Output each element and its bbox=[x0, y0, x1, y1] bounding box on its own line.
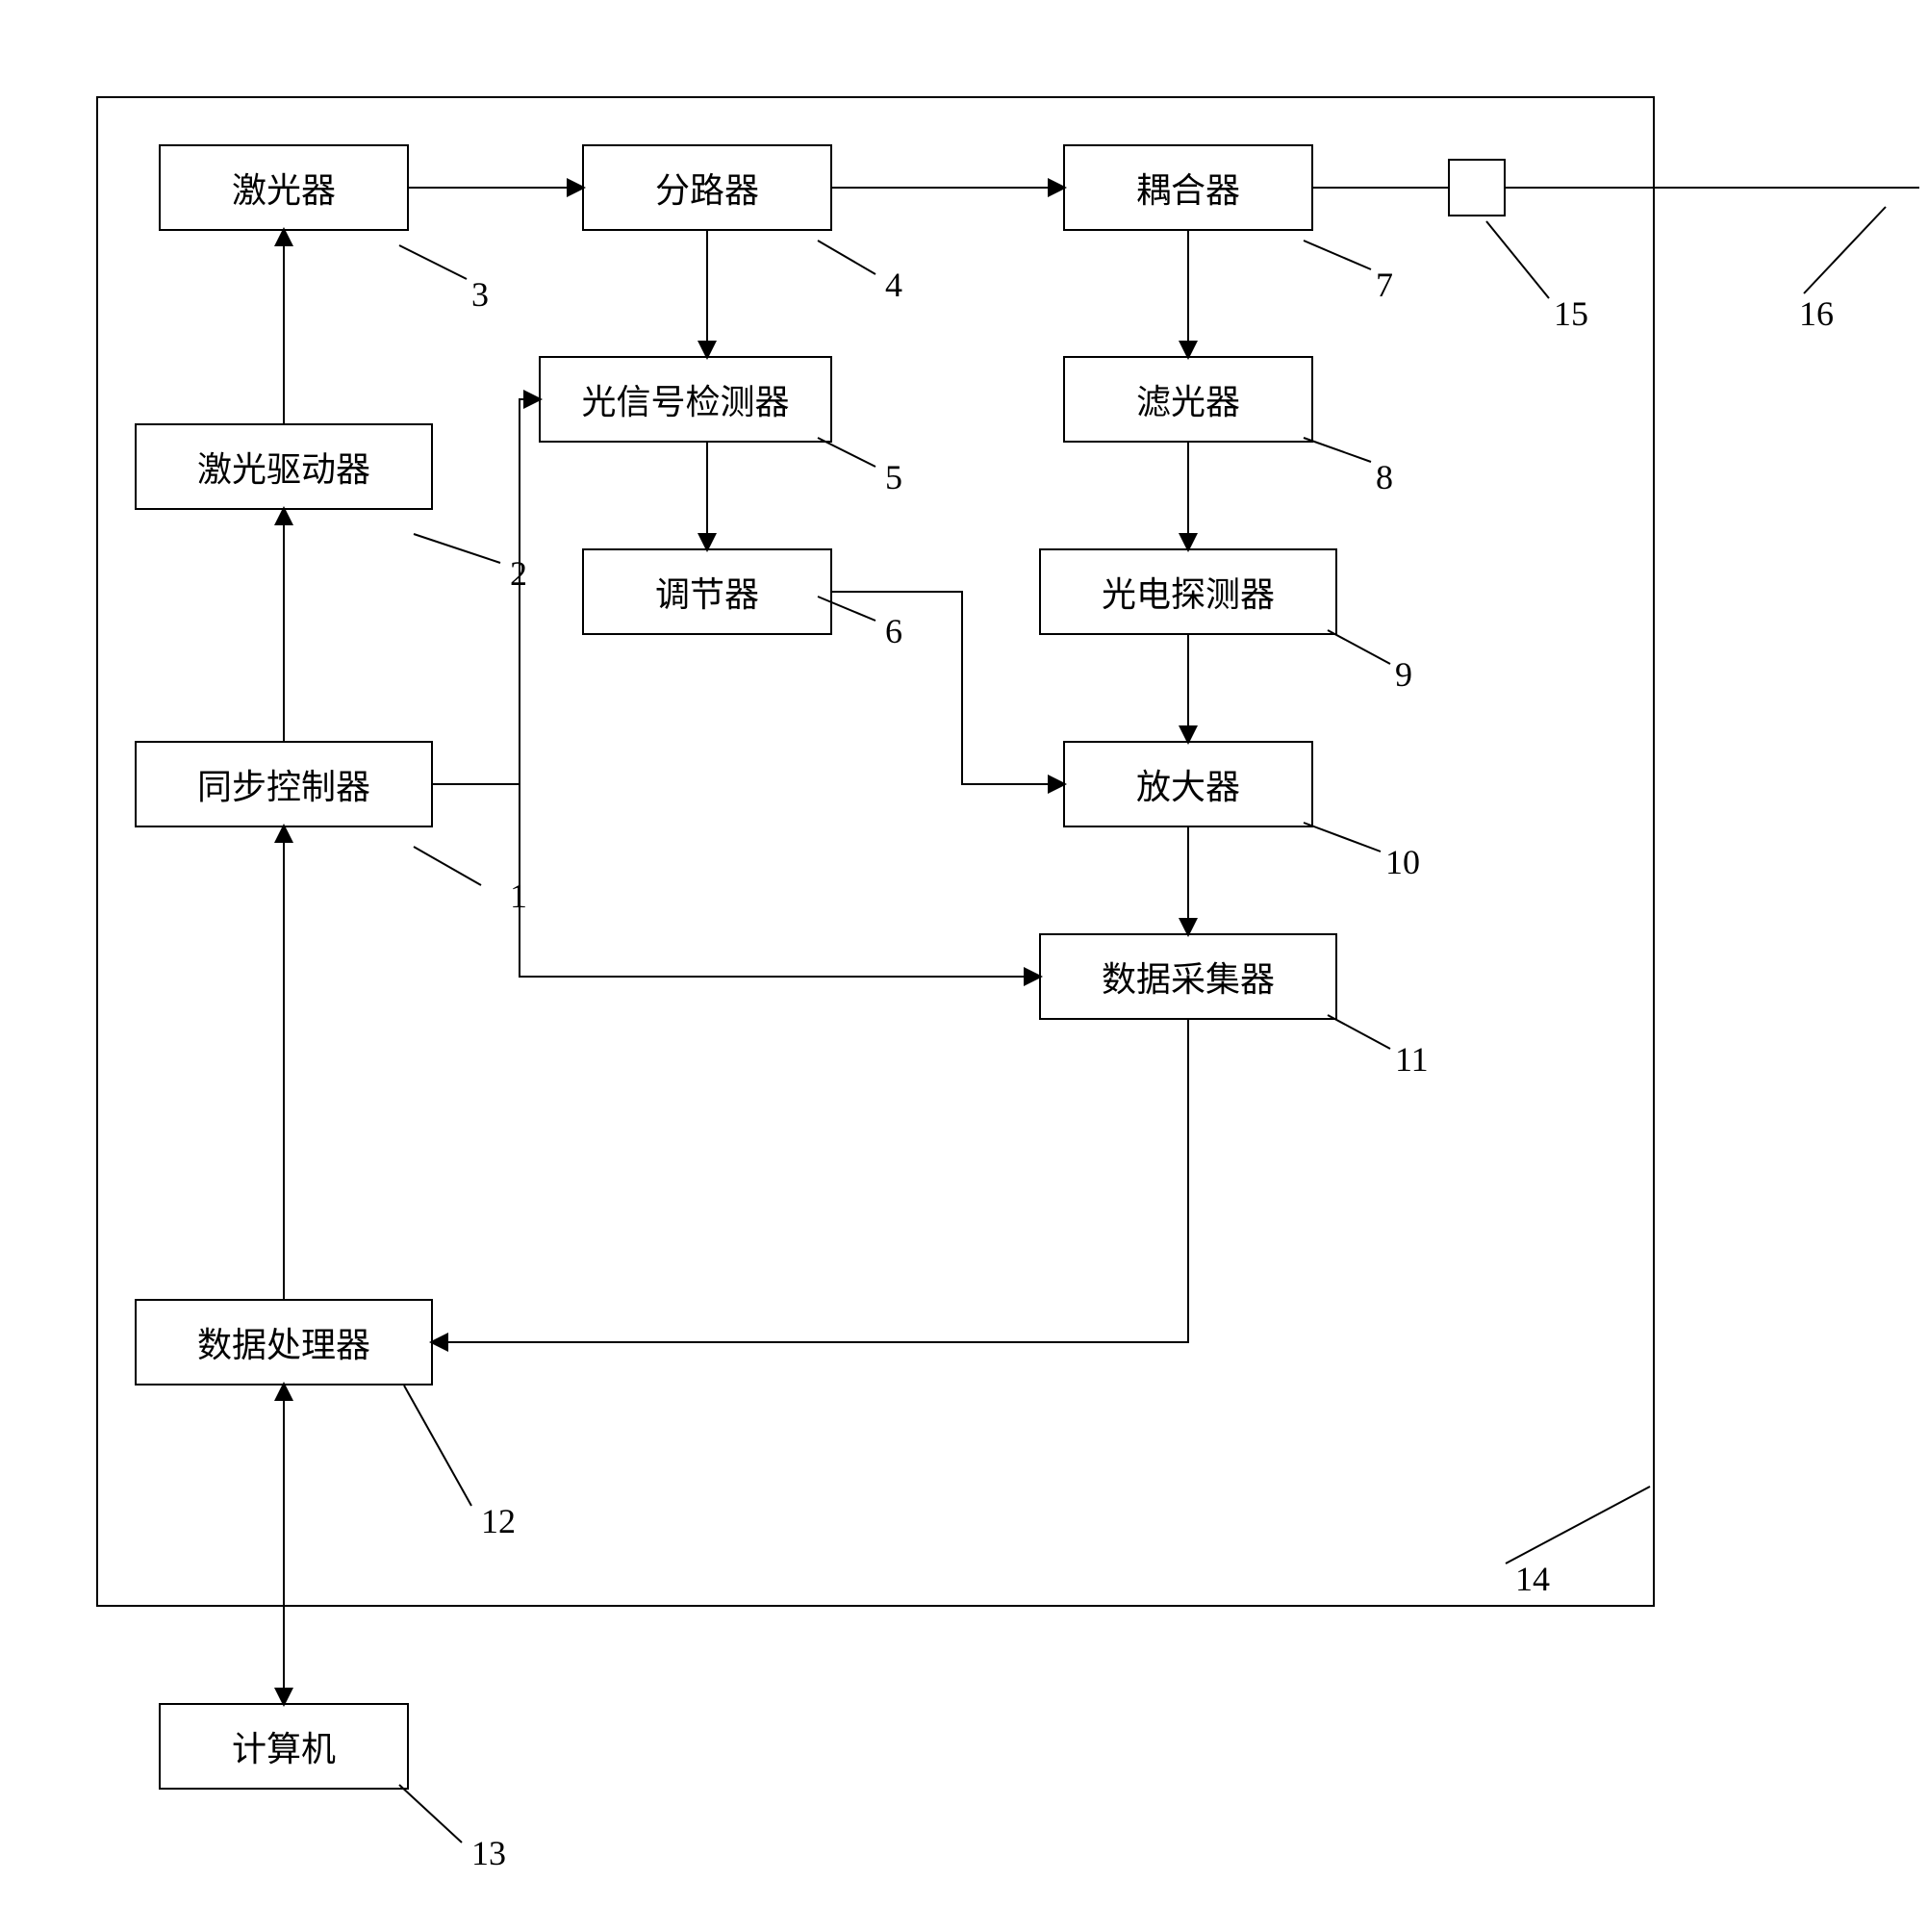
node-collector-label: 数据采集器 bbox=[1102, 952, 1275, 1002]
label-8: 8 bbox=[1376, 457, 1393, 497]
node-laser: 激光器 bbox=[159, 144, 409, 231]
node-splitter: 分路器 bbox=[582, 144, 832, 231]
label-4: 4 bbox=[885, 265, 902, 305]
label-2: 2 bbox=[510, 553, 527, 594]
label-6: 6 bbox=[885, 611, 902, 651]
label-7: 7 bbox=[1376, 265, 1393, 305]
node-data-processor: 数据处理器 bbox=[135, 1299, 433, 1385]
label-9: 9 bbox=[1395, 654, 1412, 695]
node-amplifier: 放大器 bbox=[1063, 741, 1313, 827]
node-sync-controller-label: 同步控制器 bbox=[197, 759, 370, 809]
label-15: 15 bbox=[1554, 293, 1588, 334]
label-10: 10 bbox=[1385, 842, 1420, 882]
node-collector: 数据采集器 bbox=[1039, 933, 1337, 1020]
node-data-processor-label: 数据处理器 bbox=[197, 1317, 370, 1367]
label-11: 11 bbox=[1395, 1039, 1429, 1080]
node-laser-driver: 激光驱动器 bbox=[135, 423, 433, 510]
label-14: 14 bbox=[1515, 1559, 1550, 1599]
node-computer-label: 计算机 bbox=[232, 1721, 336, 1771]
node-laser-driver-label: 激光驱动器 bbox=[197, 442, 370, 492]
node-coupler: 耦合器 bbox=[1063, 144, 1313, 231]
label-1: 1 bbox=[510, 876, 527, 916]
label-16: 16 bbox=[1799, 293, 1834, 334]
node-coupler-label: 耦合器 bbox=[1136, 163, 1240, 213]
node-laser-label: 激光器 bbox=[232, 163, 336, 213]
node-regulator: 调节器 bbox=[582, 548, 832, 635]
label-3: 3 bbox=[471, 274, 489, 315]
node-computer: 计算机 bbox=[159, 1703, 409, 1790]
fiber-external-line bbox=[1506, 187, 1919, 189]
node-signal-detector-label: 光信号检测器 bbox=[581, 374, 789, 424]
node-filter: 滤光器 bbox=[1063, 356, 1313, 443]
node-sync-controller: 同步控制器 bbox=[135, 741, 433, 827]
node-photodetector: 光电探测器 bbox=[1039, 548, 1337, 635]
node-photodetector-label: 光电探测器 bbox=[1102, 567, 1275, 617]
label-13: 13 bbox=[471, 1833, 506, 1873]
node-signal-detector: 光信号检测器 bbox=[539, 356, 832, 443]
label-5: 5 bbox=[885, 457, 902, 497]
label-12: 12 bbox=[481, 1501, 516, 1541]
fiber-connector-box bbox=[1448, 159, 1506, 216]
node-filter-label: 滤光器 bbox=[1136, 374, 1240, 424]
node-amplifier-label: 放大器 bbox=[1136, 759, 1240, 809]
node-splitter-label: 分路器 bbox=[655, 163, 759, 213]
node-regulator-label: 调节器 bbox=[655, 567, 759, 617]
